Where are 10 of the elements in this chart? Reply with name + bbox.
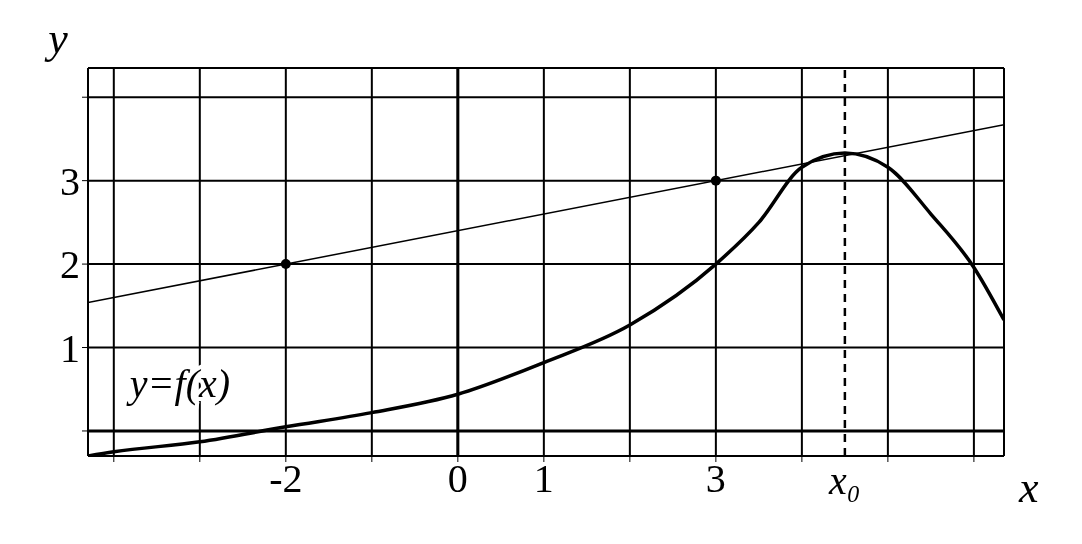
y-tick-label: 1: [60, 325, 80, 371]
x-axis-title: x: [1018, 462, 1039, 512]
x-tick-label: 3: [705, 456, 726, 502]
x-tick-label: 1: [533, 456, 554, 502]
x-tick-label: -2: [269, 456, 303, 502]
x-tick-label: 0: [447, 456, 468, 502]
y-axis-title: y: [44, 14, 69, 63]
y-tick-label: 3: [60, 158, 80, 204]
y-tick-label: 2: [60, 242, 80, 288]
ref-line-label: x₀: [828, 458, 861, 503]
